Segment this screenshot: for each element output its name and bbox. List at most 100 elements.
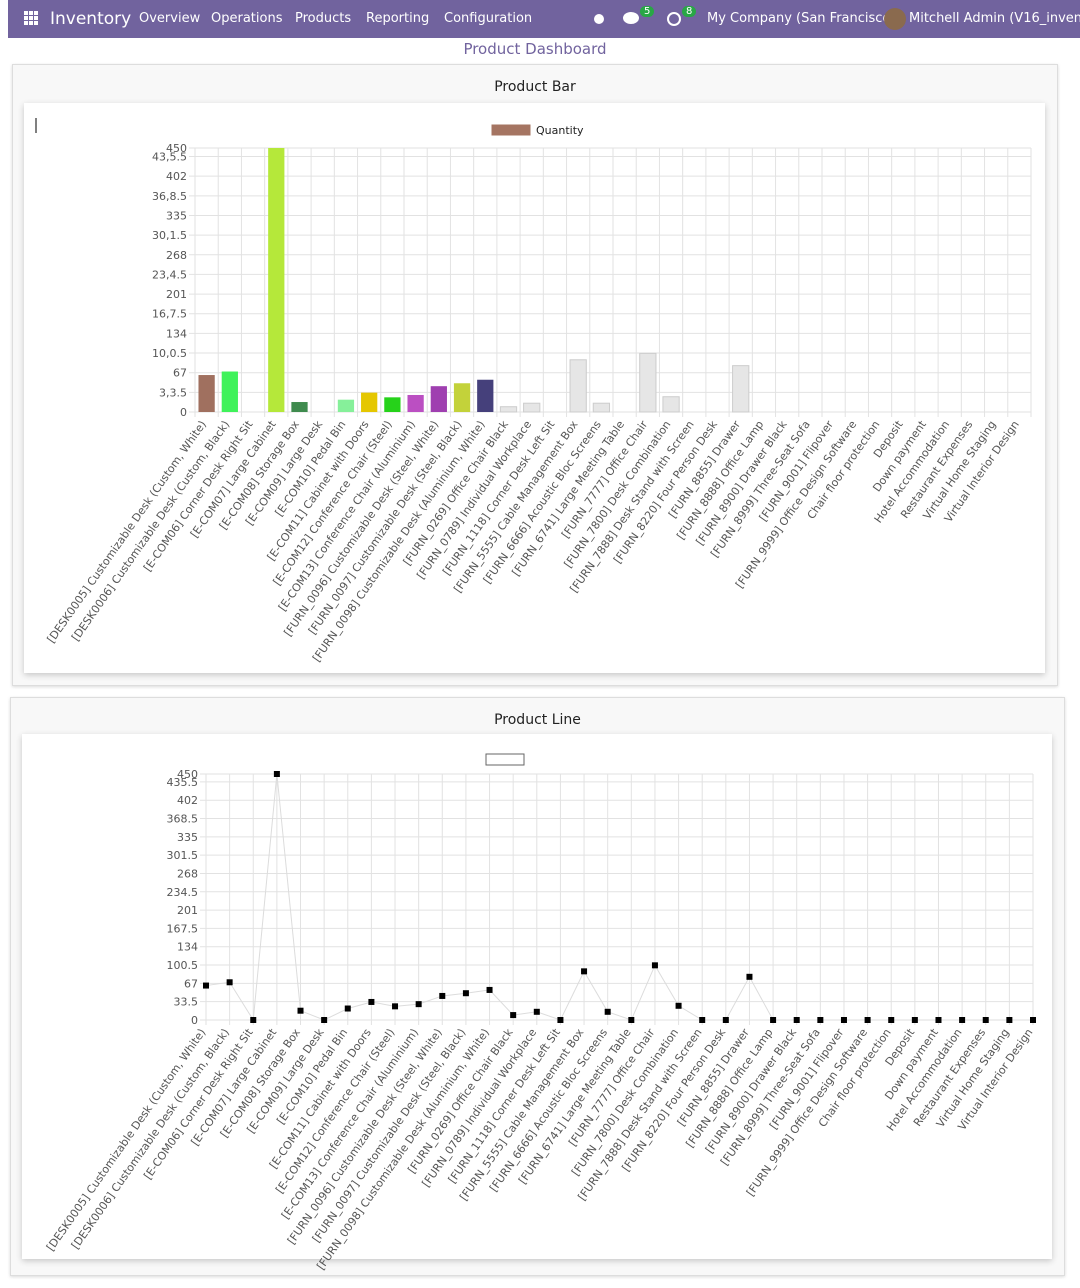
bar <box>732 365 750 413</box>
x-tick-label: [DESK0005] Customizable Desk (Custom, Wh… <box>45 418 210 645</box>
y-tick-label: 167.5 <box>167 922 199 935</box>
line <box>205 773 1033 1022</box>
point <box>935 1017 942 1023</box>
bar <box>430 386 447 412</box>
point <box>911 1017 918 1023</box>
x-tick-label: [DESK0006] Customizable Desk (Custom, Bl… <box>69 418 232 643</box>
y-tick-label: 134 <box>166 327 187 340</box>
y-tick-label: 0 <box>191 1014 198 1027</box>
activities-badge: 8 <box>682 6 697 17</box>
bar <box>592 402 611 413</box>
y-tick-label: 450 <box>166 142 187 155</box>
avatar[interactable] <box>884 7 906 31</box>
legend-swatch <box>490 123 532 137</box>
y-tick-label: 16,7.5 <box>152 308 187 321</box>
y-tick-label: 268 <box>166 249 187 262</box>
point <box>557 1017 564 1023</box>
point <box>321 1017 328 1023</box>
y-tick-label: 201 <box>177 904 198 917</box>
messages-icon[interactable] <box>622 11 640 27</box>
y-tick-label: 67 <box>184 977 198 990</box>
bar <box>407 394 424 412</box>
point <box>746 973 753 980</box>
y-tick-label: 335 <box>166 209 187 222</box>
y-tick-label: 201 <box>166 288 187 301</box>
point <box>817 1017 824 1023</box>
point <box>368 998 375 1005</box>
y-tick-label: 100.5 <box>167 959 199 972</box>
y-tick-label: 435.5 <box>167 776 199 789</box>
page-title: Product Dashboard <box>463 40 607 58</box>
chart-title: Product Bar <box>494 79 576 95</box>
point <box>651 962 658 969</box>
bar <box>662 396 680 413</box>
bar <box>639 352 657 413</box>
bar <box>221 371 238 412</box>
point <box>439 992 446 999</box>
bar <box>477 379 494 412</box>
bar <box>337 399 355 412</box>
apps-icon[interactable] <box>24 11 38 25</box>
bar <box>523 402 541 413</box>
y-tick-label: 23,4.5 <box>152 268 187 281</box>
legend-box <box>485 753 525 766</box>
point <box>982 1017 989 1023</box>
y-tick-label: 67 <box>173 367 187 380</box>
point <box>415 1001 422 1008</box>
point <box>344 1005 351 1012</box>
point <box>699 1017 706 1023</box>
point <box>628 1017 635 1023</box>
point <box>722 1017 729 1023</box>
bar <box>569 359 587 413</box>
bar <box>499 406 518 413</box>
navbar: Inventory Overview Operations Products R… <box>8 0 1080 38</box>
company[interactable]: My Company (San Francisco) <box>707 11 896 26</box>
point <box>959 1017 966 1023</box>
bar <box>268 148 285 412</box>
y-tick-label: 36,8.5 <box>152 190 187 203</box>
point <box>864 1017 871 1023</box>
point <box>1006 1017 1013 1023</box>
y-tick-label: 33.5 <box>174 996 199 1009</box>
bar <box>291 402 308 412</box>
chart-title: Product Line <box>494 712 581 728</box>
point <box>462 990 469 997</box>
y-tick-label: 134 <box>177 941 198 954</box>
user[interactable]: Mitchell Admin (V16_inventory_ <box>909 11 1080 26</box>
menu[interactable]: Configuration <box>444 11 533 26</box>
y-tick-label: 30,1.5 <box>152 229 187 242</box>
menu[interactable]: Operations <box>211 11 283 26</box>
y-tick-label: 450 <box>177 768 198 781</box>
debug-icon[interactable] <box>592 11 606 25</box>
point <box>888 1017 895 1023</box>
activities-icon[interactable] <box>666 11 682 27</box>
point <box>392 1003 399 1010</box>
point <box>770 1017 777 1023</box>
point <box>510 1012 517 1019</box>
point <box>1030 1017 1036 1023</box>
y-tick-label: 335 <box>177 831 198 844</box>
y-tick-label: 402 <box>177 794 198 807</box>
point <box>297 1007 304 1014</box>
app-name[interactable]: Inventory <box>50 9 132 29</box>
y-tick-label: 10,0.5 <box>152 347 187 360</box>
point <box>840 1017 847 1023</box>
y-tick-label: 234.5 <box>167 886 199 899</box>
chart-card: Product Bar <box>12 64 1058 686</box>
point <box>533 1008 540 1015</box>
y-tick-label: 268 <box>177 867 198 880</box>
y-tick-label: 402 <box>166 170 187 183</box>
menu[interactable]: Products <box>295 11 352 26</box>
y-tick-label: 301.5 <box>167 849 199 862</box>
point <box>581 968 588 975</box>
chart-panel <box>24 103 1045 673</box>
point <box>273 771 280 777</box>
bar <box>453 383 471 412</box>
menu[interactable]: Reporting <box>366 11 430 26</box>
x-tick-label: [DESK0005] Customizable Desk (Custom, Wh… <box>44 1026 209 1253</box>
menu[interactable]: Overview <box>139 11 201 26</box>
y-tick-label: 43,5.5 <box>152 151 187 164</box>
point <box>250 1017 257 1023</box>
